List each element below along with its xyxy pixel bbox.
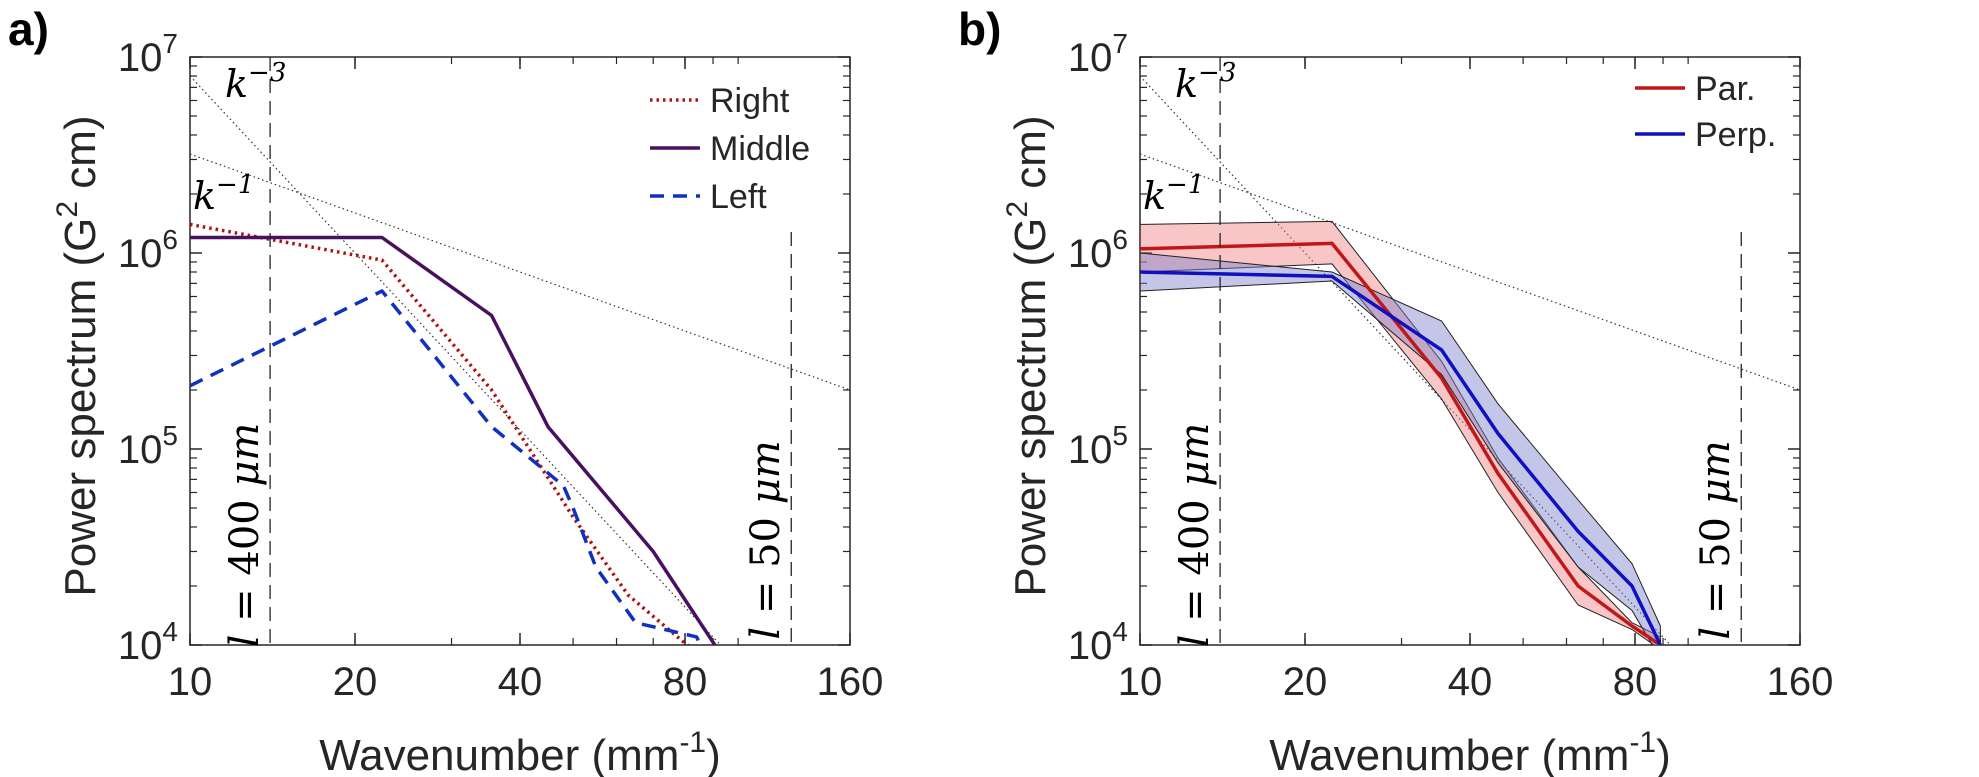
error-band bbox=[1140, 252, 1661, 645]
x-axis: 10 20 40 80 160 bbox=[168, 57, 884, 704]
x-tick-label: 80 bbox=[1613, 660, 1658, 704]
y-tick-label: 105 bbox=[118, 420, 178, 472]
panel-a: a) 10 20 40 80 160 104 105 106 107 Wavenumber (mm-… bbox=[8, 3, 883, 777]
x-tick-label: 40 bbox=[1448, 660, 1493, 704]
panel-label: a) bbox=[8, 3, 49, 55]
y-tick-label: 107 bbox=[1068, 28, 1128, 80]
x-axis: 10 20 40 80 160 bbox=[1118, 57, 1834, 704]
legend-label: Right bbox=[710, 82, 790, 120]
scale-label: l = 50 μm bbox=[1693, 440, 1739, 639]
y-axis-label: Power spectrum (G2 cm) bbox=[1001, 115, 1055, 596]
y-tick-label: 105 bbox=[1068, 420, 1128, 472]
legend-label: Perp. bbox=[1695, 116, 1776, 154]
y-axis: 104 105 106 107 bbox=[118, 28, 850, 668]
reference-label: k−3 bbox=[1175, 58, 1236, 106]
y-axis-label: Power spectrum (G2 cm) bbox=[51, 115, 105, 596]
legend: Right Middle Left bbox=[650, 82, 810, 216]
series-line-par bbox=[1140, 241, 1662, 645]
y-tick-label: 107 bbox=[118, 28, 178, 80]
x-tick-label: 160 bbox=[817, 660, 884, 704]
legend-label: Left bbox=[710, 178, 767, 216]
legend: Par. Perp. bbox=[1635, 70, 1776, 154]
x-tick-label: 20 bbox=[333, 660, 378, 704]
reference-label: k−3 bbox=[225, 58, 286, 106]
x-tick-label: 10 bbox=[168, 660, 213, 704]
panel-b: b) 10 20 40 80 160 104 105 106 107 Wavenumber (mm-… bbox=[958, 3, 1833, 777]
x-axis-label: Wavenumber (mm-1) bbox=[319, 726, 721, 777]
y-tick-label: 104 bbox=[118, 616, 178, 668]
x-tick-label: 40 bbox=[498, 660, 543, 704]
y-axis: 104 105 106 107 bbox=[1068, 28, 1800, 668]
legend-label: Middle bbox=[710, 130, 810, 168]
x-axis-label: Wavenumber (mm-1) bbox=[1269, 726, 1671, 777]
series-line-left bbox=[190, 289, 703, 645]
y-tick-label: 106 bbox=[118, 224, 178, 276]
panel-label: b) bbox=[958, 3, 1001, 55]
reference-label: k−1 bbox=[193, 170, 254, 218]
y-tick-label: 104 bbox=[1068, 616, 1128, 668]
y-tick-label: 106 bbox=[1068, 224, 1128, 276]
legend-label: Par. bbox=[1695, 70, 1755, 108]
x-tick-label: 10 bbox=[1118, 660, 1163, 704]
x-tick-label: 160 bbox=[1767, 660, 1834, 704]
series-line-middle bbox=[190, 235, 717, 645]
plot-area bbox=[190, 75, 850, 645]
scale-label: l = 400 μm bbox=[222, 423, 268, 648]
x-tick-label: 20 bbox=[1283, 660, 1328, 704]
series-line-right bbox=[190, 222, 691, 645]
plot-area bbox=[1140, 75, 1800, 645]
series-line-perp bbox=[1140, 270, 1662, 645]
error-band bbox=[1140, 220, 1661, 645]
scale-label: l = 400 μm bbox=[1172, 423, 1218, 648]
scale-label: l = 50 μm bbox=[743, 440, 789, 639]
reference-label: k−1 bbox=[1143, 170, 1204, 218]
x-tick-label: 80 bbox=[663, 660, 708, 704]
